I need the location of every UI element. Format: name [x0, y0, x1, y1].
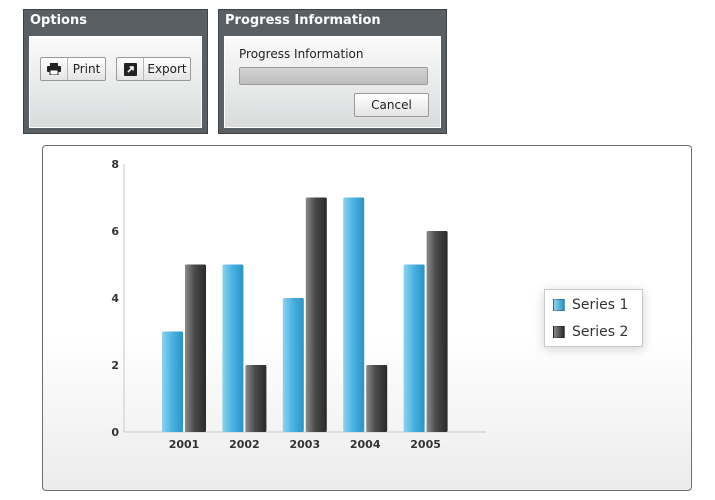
- legend-swatch-series-2: [553, 326, 565, 338]
- legend-swatch-series-1: [553, 299, 565, 311]
- print-button[interactable]: Print: [40, 57, 106, 81]
- print-button-label: Print: [72, 62, 101, 76]
- progress-panel: Progress Information Progress Informatio…: [218, 9, 447, 134]
- printer-icon: [41, 58, 68, 80]
- export-button-label: Export: [147, 62, 187, 76]
- legend-label-series-1: Series 1: [572, 297, 629, 313]
- cancel-button[interactable]: Cancel: [354, 93, 429, 117]
- legend-item-series-1: Series 1: [553, 296, 628, 314]
- export-button[interactable]: Export: [116, 57, 191, 81]
- progress-bar: [239, 67, 428, 85]
- chart-legend: Series 1 Series 2: [544, 289, 643, 347]
- cancel-button-label: Cancel: [371, 98, 412, 112]
- progress-label: Progress Information: [239, 47, 364, 61]
- legend-item-series-2: Series 2: [553, 323, 628, 341]
- options-panel-title: Options: [30, 13, 87, 28]
- progress-panel-body: Progress Information Cancel: [224, 36, 441, 128]
- progress-panel-title: Progress Information: [225, 13, 381, 28]
- options-panel: Options Print Export: [23, 9, 208, 134]
- export-icon: [117, 58, 144, 80]
- options-panel-body: Print Export: [29, 36, 202, 128]
- legend-label-series-2: Series 2: [572, 324, 629, 340]
